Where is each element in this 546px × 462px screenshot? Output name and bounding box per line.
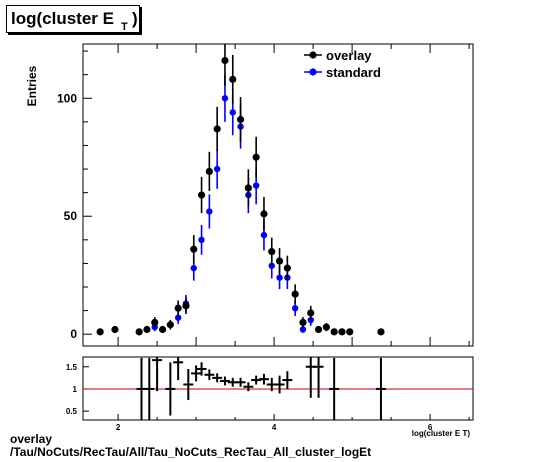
legend-marker-standard [309, 68, 317, 76]
overlay-data-point [283, 264, 291, 272]
standard-data-point [198, 236, 205, 244]
overlay-data-point [190, 245, 198, 253]
standard-data-point [268, 262, 275, 269]
overlay-data-point [182, 302, 190, 310]
ratio-x-tick-label: 2 [116, 423, 121, 432]
y-tick-label: 0 [70, 327, 77, 341]
overlay-data-point [205, 167, 213, 176]
overlay-data-point [291, 290, 299, 298]
plot-title-subscript: T [121, 21, 128, 33]
overlay-data-point [135, 328, 143, 336]
legend-label-overlay: overlay [326, 48, 372, 63]
ratio-x-tick-label: 4 [272, 423, 277, 432]
main-axis-ticks: 0 50 100 [57, 44, 470, 346]
main-data-points [96, 44, 385, 336]
overlay-data-point [151, 318, 159, 327]
footer: overlay /Tau/NoCuts/RecTau/All/Tau_NoCut… [10, 433, 371, 459]
overlay-data-point [221, 56, 229, 65]
overlay-data-point [197, 191, 206, 199]
standard-data-point [276, 274, 283, 281]
ratio-x-tick-label: 6 [428, 423, 433, 432]
overlay-data-point [96, 328, 104, 336]
overlay-data-point [213, 125, 221, 133]
overlay-data-point [377, 328, 385, 336]
main-plot-frame [82, 43, 474, 347]
legend: overlay standard [304, 48, 381, 80]
legend-marker-overlay [309, 51, 317, 59]
legend-label-standard: standard [326, 65, 381, 80]
overlay-data-point [307, 309, 315, 317]
overlay-data-point [268, 248, 276, 256]
overlay-data-point [244, 184, 252, 192]
standard-data-point [174, 314, 182, 321]
overlay-data-point [252, 153, 260, 161]
x-axis-label: log(cluster E T) [412, 429, 471, 438]
y-tick-label: 100 [57, 91, 77, 105]
ratio-y-tick-label: 1 [73, 385, 78, 394]
overlay-data-point [260, 210, 268, 218]
overlay-data-point [236, 115, 245, 124]
overlay-data-point [143, 325, 151, 334]
standard-data-point [221, 95, 229, 102]
overlay-data-point [299, 318, 307, 327]
plot-title-close: ) [132, 9, 138, 28]
standard-data-point [206, 208, 213, 215]
ratio-y-tick-label: 0.5 [66, 407, 78, 416]
overlay-data-point [314, 325, 323, 334]
standard-data-point [299, 326, 307, 333]
standard-data-point [190, 264, 197, 272]
standard-data-point [213, 165, 221, 173]
overlay-data-point [322, 323, 330, 331]
overlay-data-point [346, 328, 354, 336]
overlay-data-point [338, 328, 346, 336]
standard-data-point [260, 231, 268, 239]
overlay-data-point [330, 328, 338, 336]
overlay-data-point [229, 75, 237, 83]
ratio-data-points [83, 357, 473, 420]
overlay-data-point [166, 321, 174, 329]
standard-data-point [229, 109, 236, 116]
overlay-data-point [174, 304, 182, 312]
ratio-axis-ticks: 0.5 1 1.5 2 4 6 [66, 363, 470, 432]
y-tick-label: 50 [64, 209, 78, 223]
overlay-data-point [111, 325, 119, 334]
y-axis-label: Entries [25, 65, 39, 106]
ratio-y-tick-label: 1.5 [66, 363, 78, 372]
footer-line-2: /Tau/NoCuts/RecTau/All/Tau_NoCuts_RecTau… [10, 445, 372, 459]
plot-title: log(cluster E [11, 9, 114, 28]
standard-data-point [252, 182, 260, 189]
overlay-data-point [275, 257, 284, 265]
standard-data-point [291, 305, 299, 312]
overlay-data-point [158, 325, 167, 334]
plot-title-box: log(cluster E T ) [6, 5, 140, 33]
footer-line-1: overlay [10, 432, 53, 446]
